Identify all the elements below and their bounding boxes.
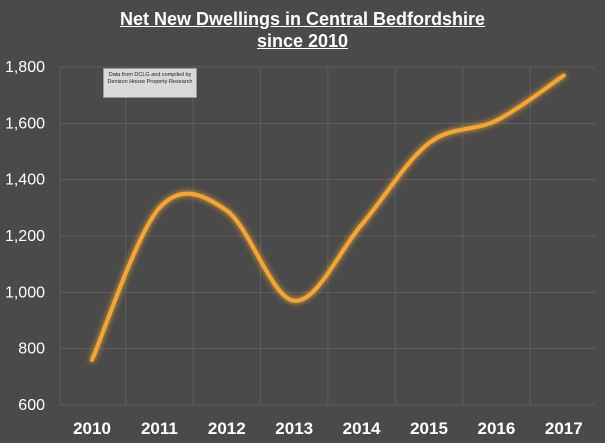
x-tick-label: 2011: [141, 419, 178, 438]
x-tick-label: 2017: [545, 419, 583, 438]
y-tick-label: 1,200: [5, 228, 45, 245]
chart-title-line-1: Net New Dwellings in Central Bedfordshir…: [119, 9, 486, 29]
y-tick-label: 1,400: [5, 172, 45, 189]
y-tick-label: 1,800: [5, 59, 45, 76]
series-line: [90, 73, 566, 362]
chart-title: Net New Dwellings in Central Bedfordshir…: [0, 8, 605, 52]
y-tick-label: 1,000: [5, 284, 45, 301]
x-tick-label: 2013: [275, 419, 313, 438]
y-tick-label: 1,600: [5, 115, 45, 132]
chart-title-line-2: since 2010: [256, 31, 349, 51]
y-tick-label: 800: [18, 341, 45, 358]
x-tick-label: 2014: [343, 419, 381, 438]
source-note: Data from DCLG and compiled by Denison H…: [103, 68, 197, 98]
x-tick-label: 2012: [208, 419, 246, 438]
y-tick-label: 600: [18, 397, 45, 414]
x-tick-label: 2016: [477, 419, 515, 438]
x-tick-label: 2010: [73, 419, 111, 438]
x-tick-label: 2015: [410, 419, 448, 438]
